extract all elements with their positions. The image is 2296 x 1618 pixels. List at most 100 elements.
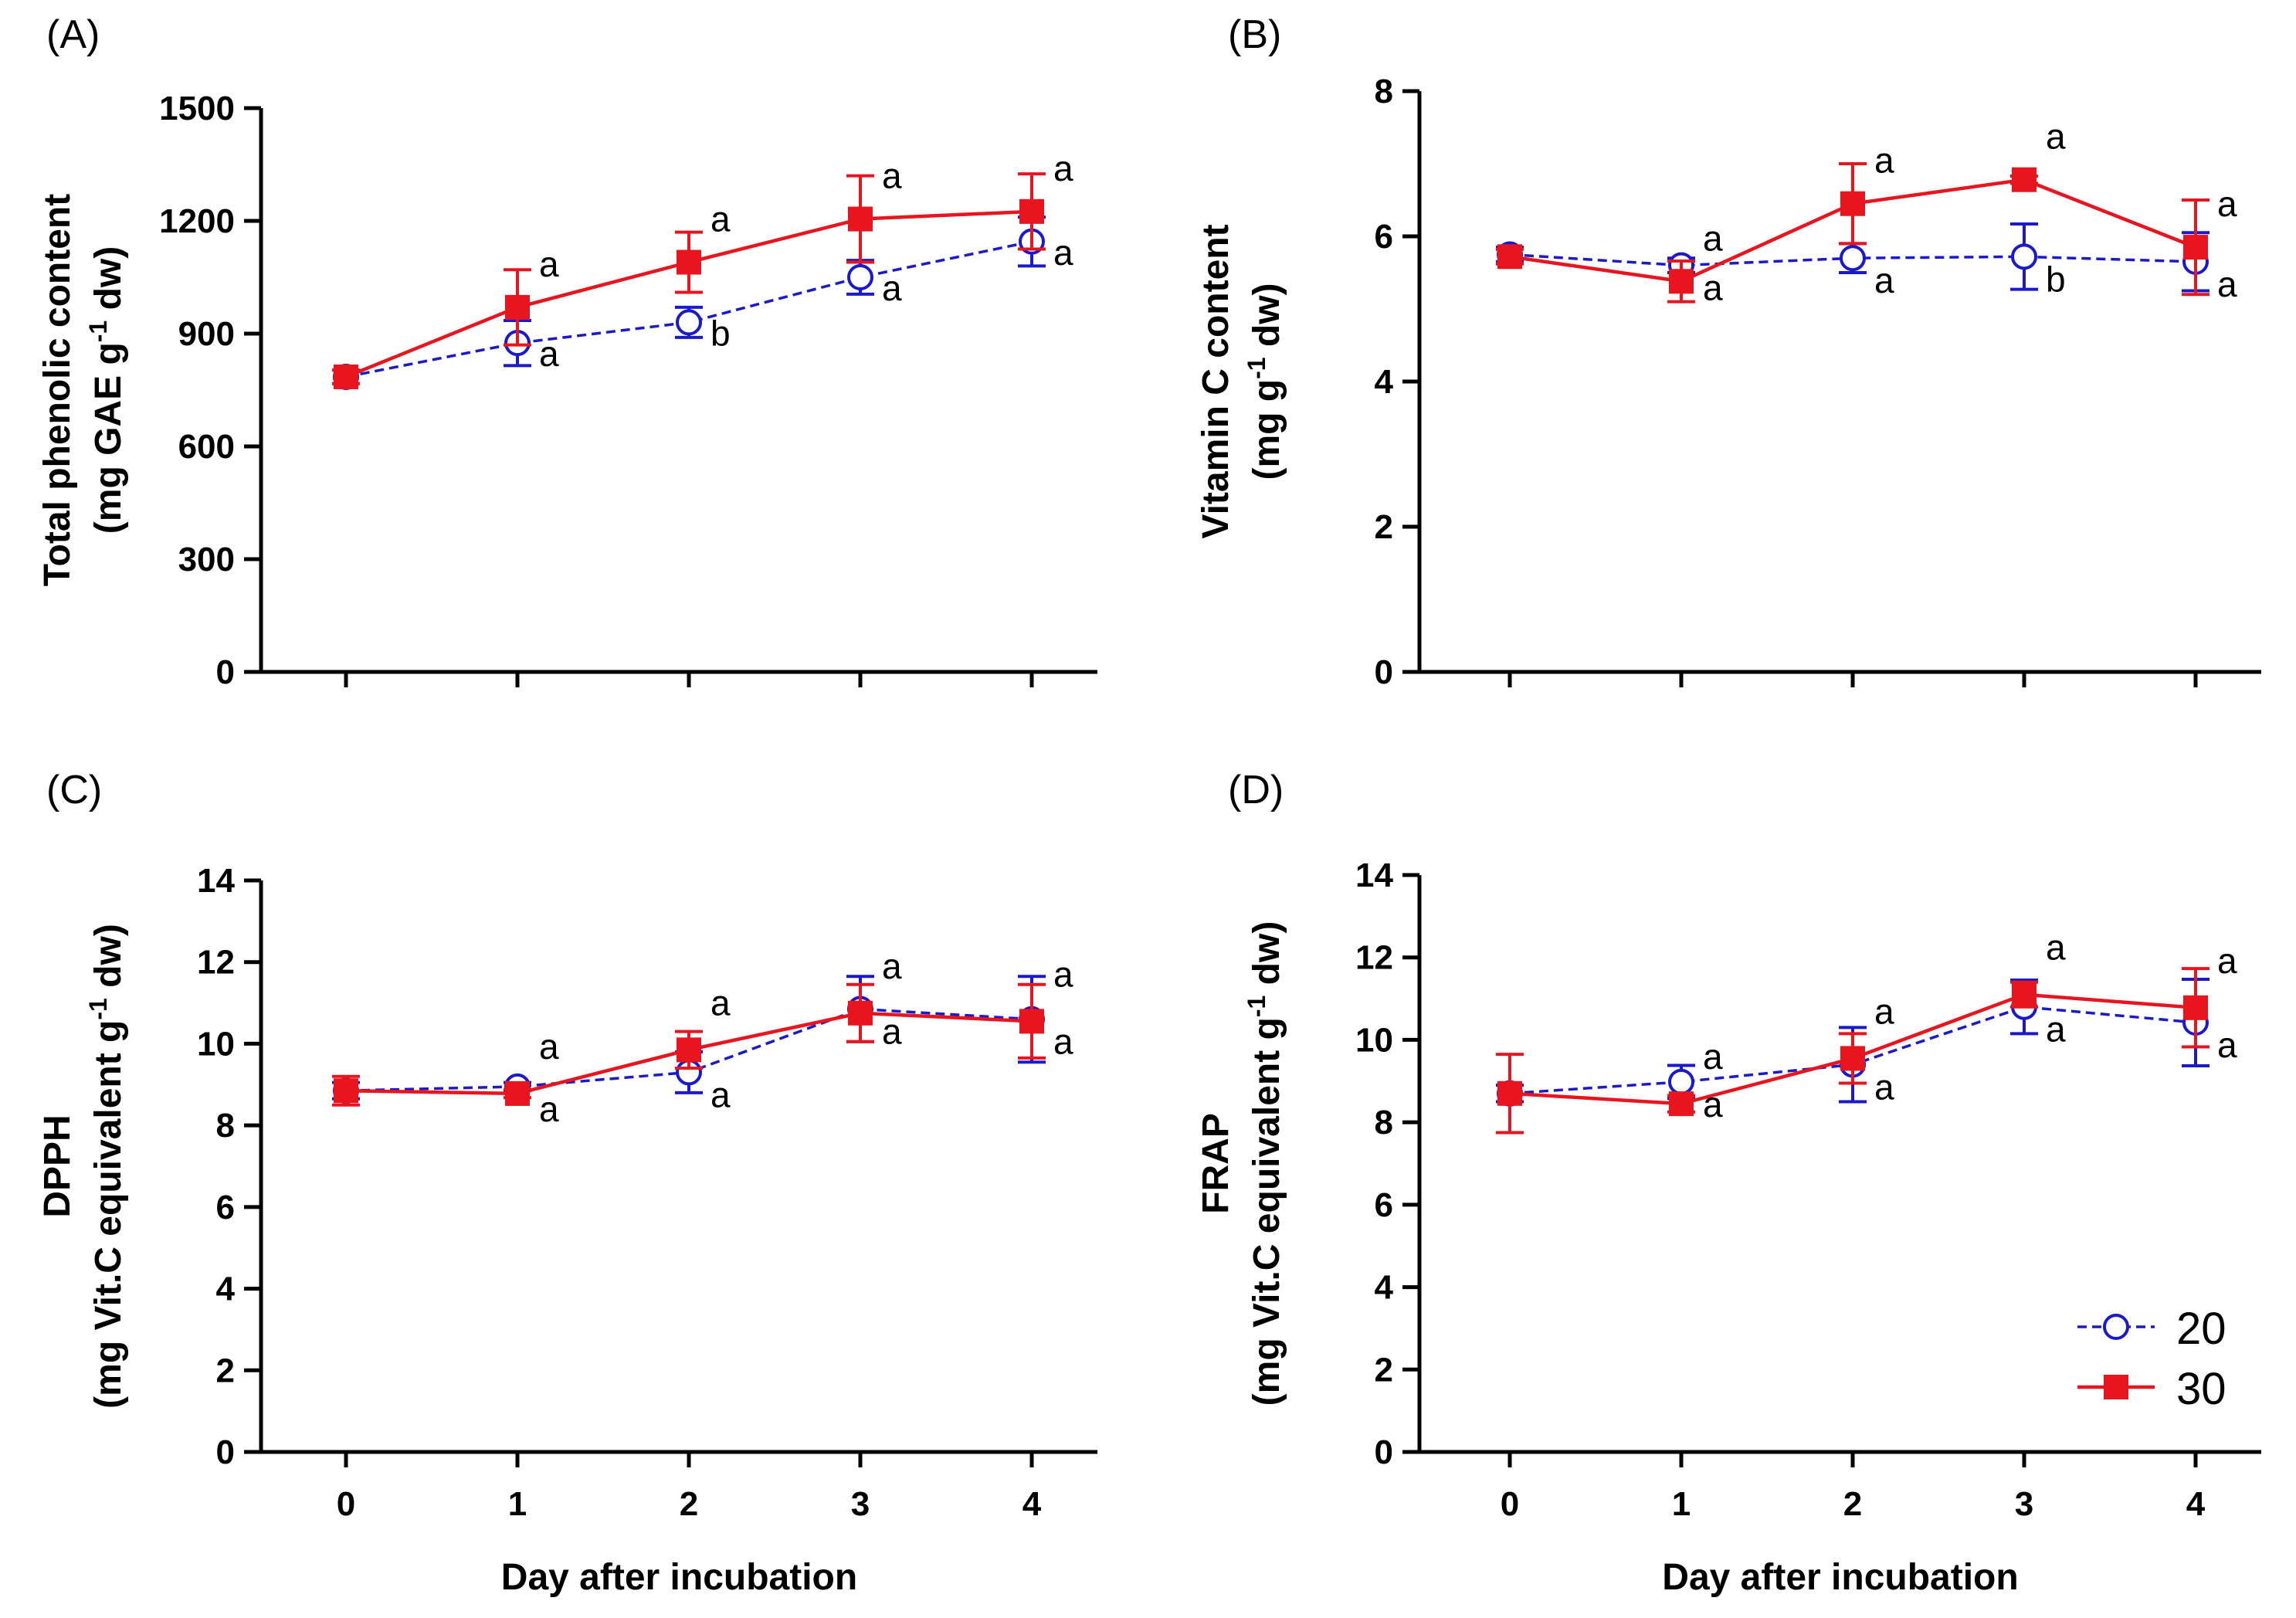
x-tick-label: 2 (1843, 1485, 1862, 1523)
y-tick-label: 4 (1375, 363, 1394, 401)
y-axis-title-line1: Total phenolic content (37, 194, 78, 586)
y-axis-title-line2: (mg g-1 dw) (1243, 283, 1287, 480)
y-axis-title-line2: (mg Vit.C equivalent g-1 dw) (1243, 921, 1287, 1406)
data-point-square (677, 249, 701, 275)
legend-label: 20 (2176, 1304, 2226, 1354)
significance-letter: a (2046, 1009, 2066, 1050)
data-point-square (505, 294, 530, 320)
significance-letter: a (2046, 117, 2066, 157)
y-tick-label: 4 (216, 1270, 236, 1308)
significance-letter: a (711, 1074, 731, 1114)
significance-letter: a (1874, 141, 1894, 181)
panel-label: (C) (46, 768, 102, 812)
series-20: a b a a (332, 215, 1073, 390)
significance-letter: a (1874, 260, 1894, 300)
significance-letter: a (1703, 1084, 1723, 1124)
y-tick-label: 0 (216, 1433, 235, 1471)
y-tick-label: 6 (216, 1189, 235, 1226)
data-point-square (1669, 269, 1694, 294)
series-30: a a a a (332, 148, 1073, 389)
significance-letter: a (539, 1026, 559, 1067)
significance-letter: a (539, 1089, 559, 1129)
y-tick-label: 10 (1355, 1021, 1393, 1059)
significance-letter: a (2046, 928, 2066, 968)
data-point-circle (676, 309, 702, 336)
y-axis-title-line1: FRAP (1195, 1113, 1236, 1214)
panel-label: (B) (1228, 12, 1281, 57)
x-tick-label: 4 (1023, 1485, 1042, 1523)
significance-letter: a (1703, 268, 1723, 308)
significance-letter: a (1053, 1022, 1073, 1062)
y-axis-title-line1: DPPH (37, 1114, 78, 1217)
y-tick-label: 600 (178, 428, 235, 466)
data-point-circle (1668, 1068, 1694, 1095)
y-axis-title: Total phenolic content (mg GAE g-1 dw) (37, 194, 129, 586)
y-tick-label: 0 (1375, 1433, 1393, 1471)
y-tick-label: 14 (197, 862, 235, 900)
data-point-square (1497, 1080, 1522, 1106)
significance-letter: a (539, 334, 559, 374)
y-tick-label: 1200 (159, 202, 235, 240)
x-tick-label: 1 (508, 1485, 527, 1523)
x-axis-title: Day after incubation (1662, 1557, 2018, 1598)
y-tick-label: 2 (1375, 1351, 1393, 1389)
data-point-circle (2011, 243, 2037, 270)
data-point-circle (1840, 245, 1866, 272)
significance-letter: a (711, 199, 731, 239)
x-tick-label: 3 (2015, 1485, 2033, 1523)
data-point-square (677, 1037, 701, 1063)
data-point-square (1019, 1009, 1044, 1034)
legend-marker-circle (2103, 1314, 2129, 1340)
panel-label: (D) (1228, 768, 1284, 812)
data-point-square (1019, 198, 1044, 224)
y-tick-label: 12 (1355, 939, 1393, 977)
data-point-circle (847, 264, 873, 290)
y-axis-title-line2: (mg Vit.C equivalent g-1 dw) (84, 924, 129, 1409)
significance-letter: a (711, 982, 731, 1023)
y-tick-label: 1500 (159, 90, 235, 127)
significance-letter: a (882, 156, 902, 196)
significance-letter: a (882, 1012, 902, 1052)
significance-letter: a (1874, 1067, 1894, 1107)
significance-letter: a (2217, 184, 2237, 224)
x-tick-label: 2 (680, 1485, 698, 1523)
y-axis-title: FRAP (mg Vit.C equivalent g-1 dw) (1195, 921, 1287, 1406)
x-tick-label: 3 (851, 1485, 870, 1523)
data-point-square (1840, 1046, 1865, 1071)
x-tick-label: 0 (337, 1485, 355, 1523)
significance-letter: a (539, 244, 559, 284)
y-axis-title: Vitamin C content (mg g-1 dw) (1195, 224, 1287, 538)
y-tick-label: 900 (178, 315, 235, 353)
y-tick-label: 8 (1375, 73, 1393, 110)
x-axis-title: Day after incubation (501, 1557, 857, 1598)
x-tick-label: 4 (2186, 1485, 2206, 1523)
data-point-square (334, 1078, 358, 1104)
y-tick-label: 8 (1375, 1104, 1393, 1141)
y-tick-label: 14 (1355, 856, 1393, 894)
data-point-square (2012, 167, 2037, 192)
data-point-square (2012, 982, 2037, 1007)
y-tick-label: 300 (178, 541, 235, 578)
series-30: a a a a (332, 946, 1073, 1107)
y-tick-label: 10 (197, 1025, 235, 1063)
x-tick-label: 0 (1501, 1485, 1519, 1523)
y-axis-title: DPPH (mg Vit.C equivalent g-1 dw) (37, 924, 129, 1409)
data-point-square (505, 1080, 530, 1106)
significance-letter: a (1874, 991, 1894, 1031)
y-tick-label: 8 (216, 1107, 235, 1145)
y-tick-label: 2 (216, 1352, 235, 1389)
significance-letter: a (1703, 1036, 1723, 1077)
legend-label: 30 (2176, 1364, 2226, 1414)
significance-letter: a (1703, 218, 1723, 258)
data-point-square (2183, 235, 2208, 260)
data-point-square (334, 364, 358, 389)
significance-letter: a (2217, 264, 2237, 304)
